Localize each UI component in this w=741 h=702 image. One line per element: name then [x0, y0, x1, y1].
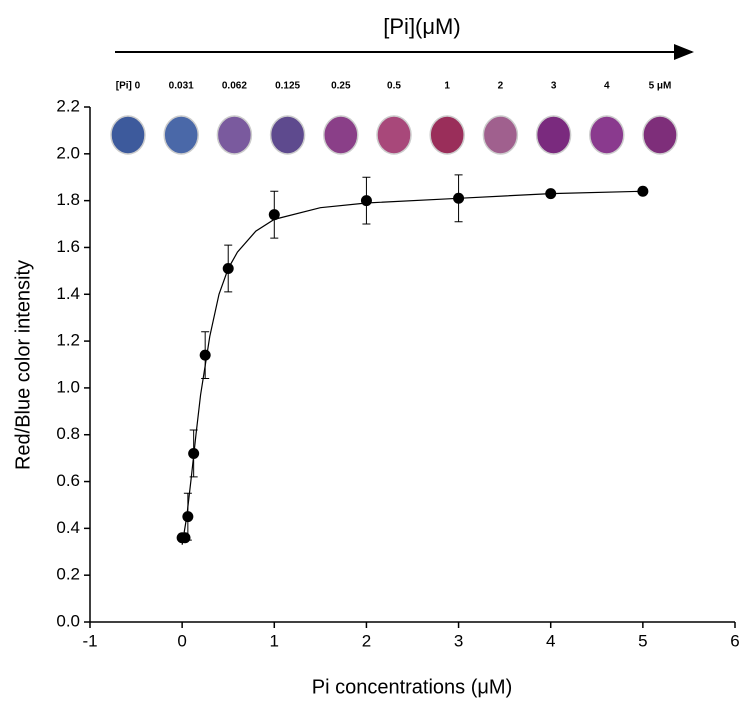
well	[163, 115, 199, 155]
y-tick-label: 2.2	[56, 96, 80, 115]
x-tick-label: 2	[362, 631, 371, 650]
well-label: 0.062	[222, 81, 247, 92]
point	[268, 209, 280, 221]
x-tick-label: 1	[270, 631, 279, 650]
y-tick-label: 1.2	[56, 331, 80, 350]
well-label: 0.5	[387, 81, 401, 92]
x-axis-label: Pi concentrations (μM)	[312, 676, 512, 698]
well-label: 5 μM	[649, 81, 672, 92]
y-tick-label: 1.4	[56, 284, 80, 303]
point	[545, 188, 557, 200]
point	[199, 349, 211, 361]
well-label: 0.25	[331, 81, 351, 92]
x-tick-label: 6	[730, 631, 739, 650]
well-label: 0.125	[275, 81, 300, 92]
well-label: 4	[604, 81, 610, 92]
point	[360, 195, 372, 207]
fit-curve	[181, 190, 643, 545]
y-tick-label: 1.8	[56, 190, 80, 209]
point	[453, 192, 465, 204]
well-label: 1	[444, 81, 450, 92]
well	[429, 115, 465, 155]
well	[535, 115, 572, 155]
well	[482, 115, 519, 155]
well-label: 0.031	[169, 81, 194, 92]
point	[188, 447, 200, 459]
well-label: [Pi] 0	[116, 81, 141, 92]
well	[216, 115, 253, 155]
x-tick-label: -1	[82, 631, 97, 650]
x-tick-label: 4	[546, 631, 555, 650]
x-tick-label: 0	[177, 631, 186, 650]
well	[589, 115, 625, 155]
y-tick-label: 1.6	[56, 237, 80, 256]
point	[637, 185, 649, 197]
point	[179, 532, 191, 544]
well	[269, 115, 306, 155]
x-tick-label: 5	[638, 631, 647, 650]
well	[376, 115, 412, 155]
y-tick-label: 0.4	[56, 518, 80, 537]
point	[182, 511, 194, 523]
y-axis-label: Red/Blue color intensity	[12, 260, 34, 470]
y-tick-label: 0.2	[56, 565, 80, 584]
y-tick-label: 0.8	[56, 424, 80, 443]
y-tick-label: 0.6	[56, 471, 80, 490]
y-tick-label: 0.0	[56, 611, 80, 630]
well	[110, 115, 146, 155]
well	[642, 115, 678, 155]
y-tick-label: 2.0	[56, 143, 80, 162]
well-label: 3	[551, 81, 557, 92]
point	[222, 263, 234, 275]
well	[323, 115, 359, 155]
well-label: 2	[498, 81, 504, 92]
x-tick-label: 3	[454, 631, 463, 650]
y-tick-label: 1.0	[56, 377, 80, 396]
chart-title: [Pi](μM)	[383, 14, 460, 39]
